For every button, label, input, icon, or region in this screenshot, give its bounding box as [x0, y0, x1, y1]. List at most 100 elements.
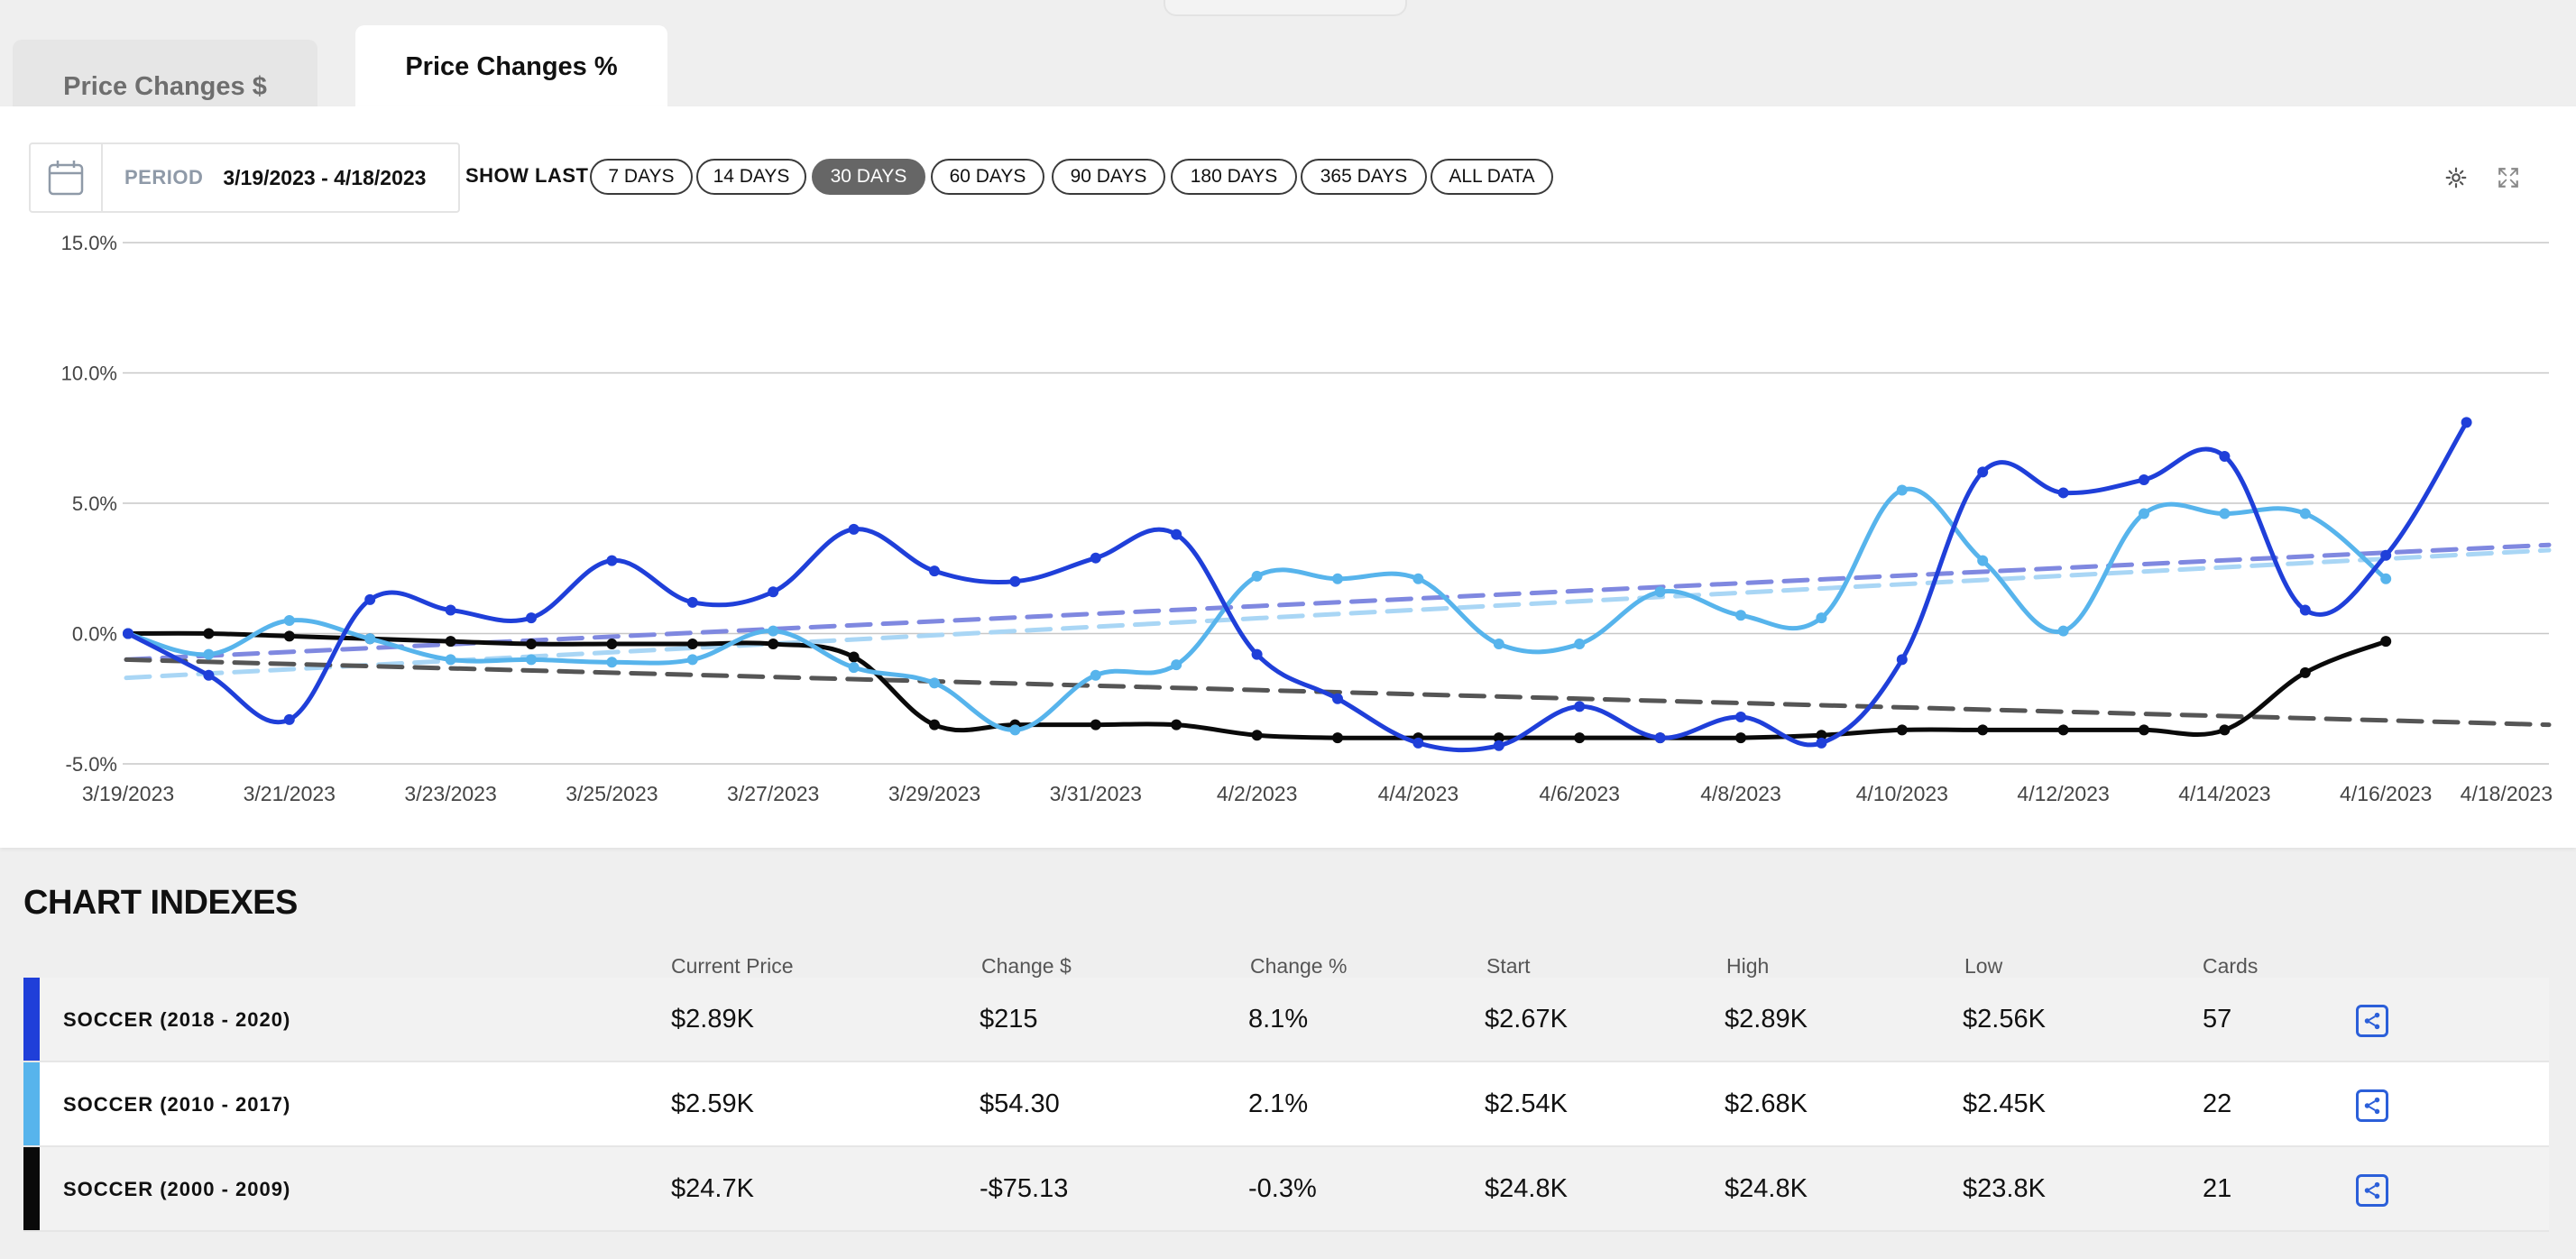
x-tick-label: 4/10/2023	[1856, 782, 1948, 805]
range-365-days-button[interactable]: 365 DAYS	[1301, 159, 1427, 195]
series-line	[125, 419, 2470, 753]
x-tick-label: 4/6/2023	[1539, 782, 1620, 805]
col-header-start: Start	[1486, 954, 1531, 978]
tab-price-changes-pct[interactable]: Price Changes %	[355, 25, 667, 108]
cell-change-usd: -$75.13	[980, 1174, 1069, 1203]
data-point	[526, 612, 537, 624]
data-point	[1332, 732, 1343, 744]
x-tick-label: 3/23/2023	[404, 782, 496, 805]
data-point	[1574, 701, 1586, 712]
x-tick-label: 3/19/2023	[82, 782, 174, 805]
series-color-swatch	[23, 1062, 40, 1145]
share-icon[interactable]	[2356, 1089, 2388, 1122]
data-point	[1171, 528, 1182, 540]
chart-panel: PERIOD 3/19/2023 - 4/18/2023 SHOW LAST 7…	[0, 106, 2576, 848]
data-point	[1009, 575, 1021, 587]
gear-icon[interactable]	[2443, 164, 2470, 191]
series-color-swatch	[23, 978, 40, 1061]
table-row[interactable]: SOCCER (2018 - 2020) $2.89K $215 8.1% $2.67K…	[23, 978, 2549, 1062]
table-row[interactable]: SOCCER (2010 - 2017) $2.59K $54.30 2.1% $2.5…	[23, 1062, 2549, 1147]
data-point	[445, 604, 456, 616]
data-point	[526, 654, 537, 666]
x-tick-label: 3/31/2023	[1050, 782, 1142, 805]
data-point	[2461, 417, 2472, 428]
data-point	[2299, 604, 2311, 616]
expand-icon[interactable]	[2495, 164, 2522, 191]
data-point	[1735, 610, 1746, 621]
col-header-current-price: Current Price	[671, 954, 794, 978]
cell-low: $2.56K	[1963, 1005, 2046, 1034]
data-point	[1251, 570, 1263, 582]
range-all-data-button[interactable]: ALL DATA	[1431, 159, 1553, 195]
range-60-days-button[interactable]: 60 DAYS	[931, 159, 1044, 195]
period-picker[interactable]: PERIOD 3/19/2023 - 4/18/2023	[29, 142, 460, 213]
data-point	[445, 654, 456, 666]
data-point	[606, 657, 618, 668]
col-header-change-pct: Change %	[1250, 954, 1348, 978]
data-point	[929, 719, 940, 731]
x-tick-label: 4/16/2023	[2340, 782, 2432, 805]
range-180-days-button[interactable]: 180 DAYS	[1171, 159, 1297, 195]
cell-change-usd: $215	[980, 1005, 1038, 1034]
data-point	[2299, 508, 2311, 519]
data-point	[1816, 730, 1827, 741]
y-tick-label: 5.0%	[72, 492, 117, 515]
x-tick-label: 3/21/2023	[244, 782, 336, 805]
range-7-days-button[interactable]: 7 DAYS	[590, 159, 693, 195]
cell-cards: 22	[2203, 1089, 2232, 1118]
x-tick-label: 3/29/2023	[888, 782, 980, 805]
data-point	[1251, 730, 1263, 741]
data-point	[1090, 552, 1101, 564]
range-30-days-button[interactable]: 30 DAYS	[812, 159, 925, 195]
cell-start: $2.67K	[1485, 1005, 1568, 1034]
data-point	[2299, 666, 2311, 678]
data-point	[848, 651, 860, 663]
data-point	[1977, 466, 1989, 478]
range-14-days-button[interactable]: 14 DAYS	[696, 159, 806, 195]
data-point	[364, 633, 376, 645]
data-point	[768, 586, 779, 598]
data-point	[283, 615, 295, 627]
data-point	[2139, 473, 2149, 485]
data-point	[686, 654, 698, 666]
price-change-chart: 15.0% 10.0% 5.0% 0.0% -5.0% 3/19/2023 3/21/202…	[61, 232, 2553, 805]
data-point	[606, 639, 618, 650]
y-tick-label: 15.0%	[61, 232, 117, 254]
series-color-swatch	[23, 1147, 40, 1230]
data-point	[1090, 719, 1101, 731]
share-icon[interactable]	[2356, 1174, 2388, 1207]
data-point	[1251, 648, 1263, 660]
cell-change-pct: 2.1%	[1248, 1089, 1309, 1118]
data-point	[1896, 484, 1908, 496]
range-90-days-button[interactable]: 90 DAYS	[1052, 159, 1165, 195]
data-point	[2139, 724, 2149, 736]
data-point	[1493, 639, 1504, 650]
data-point	[1735, 732, 1746, 744]
col-header-low: Low	[1964, 954, 2003, 978]
table-row[interactable]: SOCCER (2000 - 2009) $24.7K -$75.13 -0.3% $2…	[23, 1147, 2549, 1232]
index-name: SOCCER (2000 - 2009)	[63, 1178, 291, 1200]
data-point	[2219, 508, 2231, 519]
data-point	[1816, 737, 1827, 749]
col-header-high: High	[1726, 954, 1770, 978]
period-label: PERIOD	[124, 166, 204, 188]
data-point	[1574, 732, 1586, 744]
x-tick-label: 4/2/2023	[1217, 782, 1298, 805]
cell-high: $2.89K	[1725, 1005, 1808, 1034]
y-tick-label: 0.0%	[72, 623, 117, 646]
top-drawer-handle[interactable]	[1164, 0, 1407, 16]
data-point	[2139, 508, 2149, 519]
data-point	[1009, 724, 1021, 736]
cell-current-price: $24.7K	[671, 1174, 754, 1203]
data-point	[2380, 573, 2392, 584]
data-point	[1654, 586, 1666, 598]
data-point	[1735, 711, 1746, 722]
data-point	[203, 628, 215, 639]
index-name: SOCCER (2018 - 2020)	[63, 1008, 291, 1031]
x-tick-label: 4/4/2023	[1378, 782, 1459, 805]
calendar-icon[interactable]	[31, 144, 103, 211]
share-icon[interactable]	[2356, 1005, 2388, 1037]
data-point	[526, 639, 537, 650]
data-point	[1977, 724, 1989, 736]
data-point	[1171, 719, 1182, 731]
